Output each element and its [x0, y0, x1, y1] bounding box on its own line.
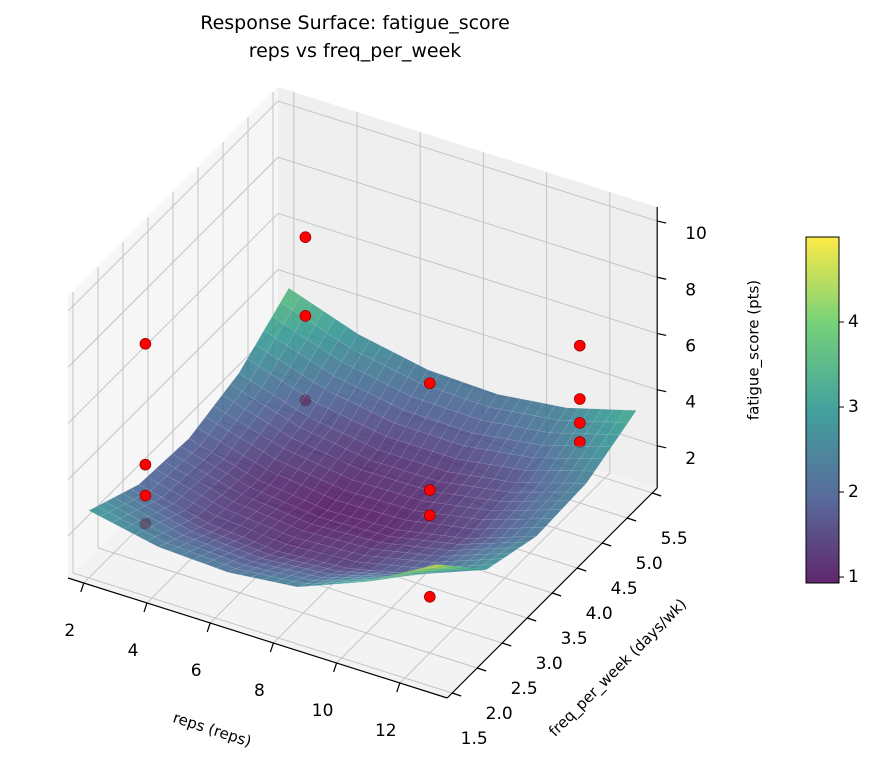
data-point	[423, 484, 436, 496]
y-tick-label: 5.0	[636, 554, 663, 574]
x-tick	[269, 642, 274, 653]
z-tick-label: 4	[685, 393, 696, 413]
data-point	[139, 489, 152, 502]
x-tick-label: 2	[64, 621, 75, 641]
plot-marks	[88, 231, 637, 603]
y-tick-label: 3.5	[561, 629, 588, 649]
surface-facet	[549, 500, 571, 511]
z-tick-label: 2	[685, 449, 696, 469]
data-point	[299, 310, 312, 322]
y-tick	[602, 542, 612, 547]
z-tick-label: 6	[685, 336, 696, 356]
colorbar: 1 2 3 4	[805, 236, 859, 587]
gridline-z	[67, 100, 279, 312]
z-tick	[657, 389, 667, 393]
colorbar-tick-label: 4	[848, 312, 859, 332]
y-tick	[452, 692, 462, 697]
surface-facet	[433, 565, 454, 569]
y-tick-label: 5.5	[661, 529, 688, 549]
surface-facet	[541, 509, 562, 520]
y-axis-label: freq_per_week (days/wk)	[545, 595, 691, 741]
gridline-z	[277, 212, 658, 334]
data-point	[423, 509, 436, 522]
axes	[67, 207, 667, 699]
surface-facet	[574, 470, 596, 484]
x-tick	[206, 622, 211, 633]
data-point	[139, 338, 152, 350]
z-tick	[657, 276, 667, 280]
surface-facet	[458, 567, 479, 571]
chart-subtitle: reps vs freq_per_week	[248, 40, 462, 62]
data-point	[573, 436, 586, 448]
x-tick	[396, 682, 401, 693]
y-tick-label: 4.0	[586, 604, 613, 624]
colorbar-tick-label: 3	[848, 397, 859, 417]
data-point	[423, 590, 436, 603]
y-tick	[627, 517, 637, 522]
x-tick-label: 10	[312, 701, 334, 721]
y-tick	[577, 567, 587, 572]
surface-facet	[582, 458, 604, 472]
gridline-z	[67, 325, 279, 537]
y-tick	[527, 617, 537, 622]
z-axis-label: fatigue_score (pts)	[745, 280, 764, 420]
surface-facet	[441, 565, 462, 570]
data-point	[573, 339, 586, 352]
x-tick-label: 6	[191, 661, 202, 681]
gridline-z	[277, 100, 658, 222]
surface-facet	[466, 568, 487, 571]
surface-facet	[515, 536, 538, 543]
y-tick	[502, 642, 512, 647]
data-point	[573, 393, 586, 405]
y-tick-label: 2.0	[486, 704, 513, 724]
z-tick	[657, 332, 667, 337]
x-tick	[333, 662, 338, 673]
gridline-z	[277, 156, 658, 278]
y-tick	[552, 592, 562, 597]
z-tick	[657, 445, 667, 449]
x-tick-label: 4	[128, 641, 139, 661]
data-point	[573, 417, 586, 429]
y-tick	[652, 492, 662, 497]
y-tick-label: 2.5	[511, 679, 538, 699]
x-tick	[143, 602, 148, 613]
z-tick-label: 8	[685, 280, 696, 300]
data-point	[139, 458, 152, 471]
y-tick-label: 1.5	[461, 729, 488, 749]
gridline-freq	[72, 572, 453, 694]
colorbar-gradient	[805, 236, 840, 584]
x-tick-label: 12	[375, 721, 397, 741]
z-tick	[657, 220, 667, 224]
x-tick	[80, 582, 85, 593]
gridline-freq	[97, 547, 478, 669]
chart-title: Response Surface: fatigue_score	[200, 12, 510, 34]
y-tick-label: 4.5	[611, 579, 638, 599]
gridline-z	[67, 156, 279, 368]
gridline-z	[67, 213, 279, 424]
surface-facet	[424, 564, 445, 568]
gridline-z	[67, 269, 279, 481]
surface-facet	[490, 552, 513, 560]
colorbar-tick-label: 1	[848, 567, 859, 587]
data-point	[299, 231, 312, 244]
gridline-z	[277, 269, 658, 391]
surface-facet	[524, 527, 546, 537]
x-axis-line	[67, 577, 448, 699]
surface-facet	[474, 563, 496, 571]
data-point	[423, 377, 436, 390]
x-tick-label: 8	[254, 681, 265, 701]
z-tick-label: 10	[685, 224, 707, 244]
y-tick-label: 3.0	[536, 654, 563, 674]
y-tick	[477, 667, 487, 672]
x-axis-label: reps (reps)	[171, 708, 254, 750]
colorbar-tick-label: 2	[848, 482, 859, 502]
